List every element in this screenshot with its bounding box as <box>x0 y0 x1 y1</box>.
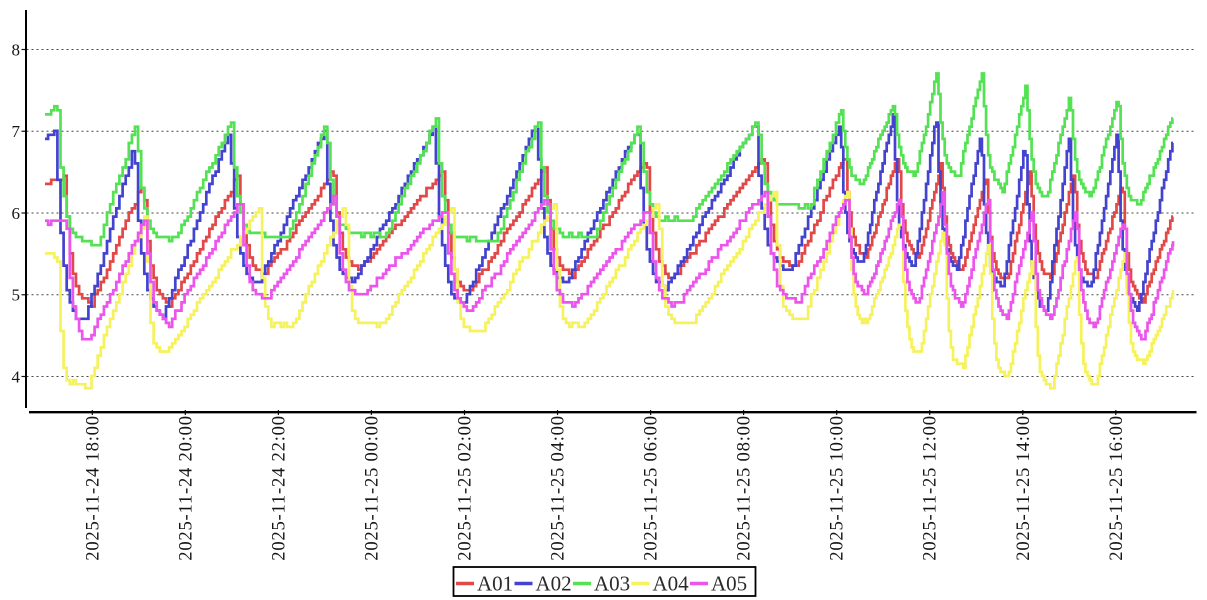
svg-text:2025-11-25 10:00: 2025-11-25 10:00 <box>827 415 848 561</box>
svg-text:5: 5 <box>12 286 21 305</box>
svg-text:2025-11-25 16:00: 2025-11-25 16:00 <box>1106 415 1127 561</box>
svg-text:2025-11-24 22:00: 2025-11-24 22:00 <box>268 415 289 561</box>
svg-text:A04: A04 <box>653 572 690 596</box>
svg-text:2025-11-25 02:00: 2025-11-25 02:00 <box>455 415 476 561</box>
svg-text:6: 6 <box>12 204 21 223</box>
svg-text:2025-11-25 06:00: 2025-11-25 06:00 <box>641 415 662 561</box>
svg-text:A01: A01 <box>477 572 513 596</box>
svg-text:2025-11-25 12:00: 2025-11-25 12:00 <box>920 415 941 561</box>
svg-text:8: 8 <box>12 40 21 59</box>
svg-text:2025-11-24 18:00: 2025-11-24 18:00 <box>82 415 103 561</box>
svg-text:A02: A02 <box>536 572 572 596</box>
svg-text:2025-11-24 20:00: 2025-11-24 20:00 <box>175 415 196 561</box>
svg-text:2025-11-25 04:00: 2025-11-25 04:00 <box>548 415 569 561</box>
svg-text:A05: A05 <box>711 572 747 596</box>
svg-text:2025-11-25 00:00: 2025-11-25 00:00 <box>361 415 382 561</box>
svg-text:2025-11-25 08:00: 2025-11-25 08:00 <box>734 415 755 561</box>
svg-text:A03: A03 <box>594 572 630 596</box>
svg-text:4: 4 <box>12 367 21 386</box>
svg-text:7: 7 <box>12 122 21 141</box>
svg-text:2025-11-25 14:00: 2025-11-25 14:00 <box>1013 415 1034 561</box>
